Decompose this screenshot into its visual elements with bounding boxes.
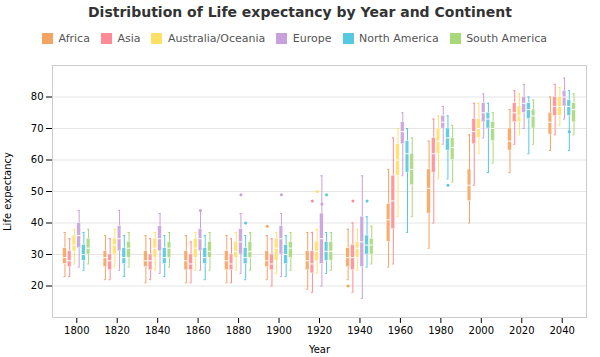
svg-text:1960: 1960 xyxy=(388,325,413,336)
svg-text:50: 50 xyxy=(31,186,44,197)
svg-text:1920: 1920 xyxy=(307,325,332,336)
svg-text:1860: 1860 xyxy=(185,325,210,336)
svg-text:30: 30 xyxy=(31,249,44,260)
svg-text:70: 70 xyxy=(31,123,44,134)
svg-text:1900: 1900 xyxy=(266,325,291,336)
svg-text:60: 60 xyxy=(31,154,44,165)
svg-text:80: 80 xyxy=(31,91,44,102)
html-text:Asia: Asia xyxy=(117,32,141,45)
svg-text:1820: 1820 xyxy=(105,325,130,336)
svg-text:1800: 1800 xyxy=(64,325,89,336)
svg-text:40: 40 xyxy=(31,217,44,228)
svg-text:1980: 1980 xyxy=(428,325,453,336)
svg-text:2000: 2000 xyxy=(469,325,494,336)
html-text:North America: North America xyxy=(359,32,439,45)
svg-text:Year: Year xyxy=(308,344,331,355)
html-text:South America: South America xyxy=(466,32,547,45)
html-text:Europe: Europe xyxy=(292,32,332,45)
html-text:Africa: Africa xyxy=(58,32,90,45)
svg-text:1940: 1940 xyxy=(347,325,372,336)
svg-text:1840: 1840 xyxy=(145,325,170,336)
svg-text:20: 20 xyxy=(31,280,44,291)
svg-text:2040: 2040 xyxy=(550,325,575,336)
svg-text:2020: 2020 xyxy=(509,325,534,336)
svg-text:Life expectancy: Life expectancy xyxy=(2,152,13,231)
html-text:Australia/Oceania: Australia/Oceania xyxy=(168,32,266,45)
svg-text:1880: 1880 xyxy=(226,325,251,336)
html-text:Distribution of Life expectanc: Distribution of Life expectancy by Year … xyxy=(88,4,512,20)
